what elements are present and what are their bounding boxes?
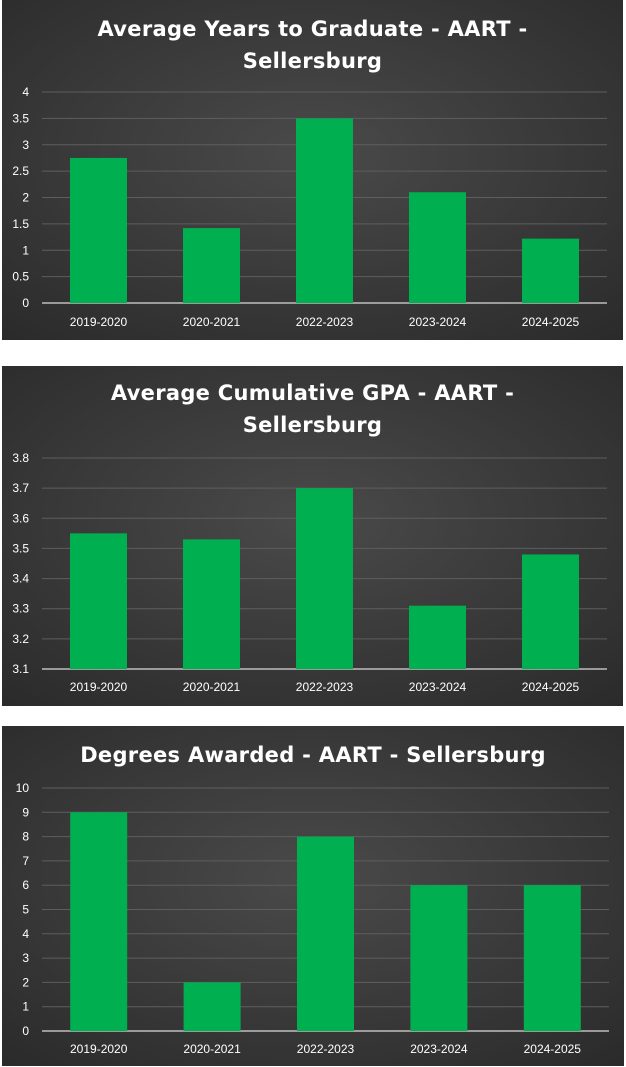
x-tick-label: 2022-2023	[296, 315, 354, 329]
x-tick-label: 2022-2023	[296, 680, 354, 694]
y-tick-label: 3.4	[12, 572, 29, 586]
bar-2019-2020	[70, 812, 128, 1031]
y-tick-label: 0.5	[12, 270, 29, 284]
bar-2022-2023	[296, 118, 353, 303]
chart-average-years-to-graduate: Average Years to Graduate - AART - Seller…	[2, 0, 623, 340]
y-tick-label: 3.2	[12, 632, 29, 646]
y-tick-label: 4	[22, 85, 29, 99]
y-tick-label: 3.5	[12, 541, 29, 555]
x-tick-label: 2023-2024	[410, 1042, 468, 1056]
x-tick-label: 2023-2024	[409, 680, 467, 694]
x-tick-label: 2024-2025	[524, 1042, 582, 1056]
bar-2022-2023	[297, 836, 354, 1031]
bar-2020-2021	[183, 539, 240, 669]
x-tick-label: 2019-2020	[70, 1042, 128, 1056]
chart-title-line: Sellersburg	[243, 49, 383, 73]
y-tick-label: 3.7	[12, 481, 29, 495]
y-tick-label: 0	[22, 296, 29, 310]
bar-2023-2024	[409, 192, 466, 303]
y-tick-label: 3	[22, 138, 29, 152]
y-tick-label: 0	[22, 1024, 29, 1038]
chart-svg-average-years: Average Years to Graduate - AART - Seller…	[2, 0, 623, 340]
y-tick-label: 3.5	[12, 111, 29, 125]
bar-2022-2023	[296, 488, 353, 669]
chart-title-line: Sellersburg	[243, 413, 383, 437]
bar-2023-2024	[410, 885, 468, 1031]
x-tick-label: 2024-2025	[522, 315, 580, 329]
y-tick-label: 2	[22, 191, 29, 205]
y-tick-label: 2.5	[12, 164, 29, 178]
chart-title-line: Average Cumulative GPA - AART -	[111, 381, 514, 405]
x-tick-label: 2022-2023	[297, 1042, 355, 1056]
x-tick-label: 2019-2020	[70, 315, 128, 329]
y-tick-label: 4	[22, 927, 29, 941]
bar-2024-2025	[523, 885, 581, 1031]
y-tick-label: 6	[22, 878, 29, 892]
chart-svg-degrees-awarded: Degrees Awarded - AART - Sellersburg 0 1 2 3…	[2, 726, 624, 1066]
chart-degrees-awarded: Degrees Awarded - AART - Sellersburg 0 1 2 3…	[2, 726, 624, 1066]
bar-2020-2021	[183, 982, 241, 1031]
bar-2019-2020	[70, 533, 127, 669]
chart-svg-average-gpa: Average Cumulative GPA - AART - Sellersbu…	[2, 366, 623, 706]
bar-2019-2020	[70, 157, 127, 303]
x-tick-label: 2023-2024	[409, 315, 467, 329]
chart-title-line: Average Years to Graduate - AART -	[97, 17, 527, 41]
bar-2024-2025	[522, 554, 579, 669]
bar-2020-2021	[183, 228, 240, 303]
y-tick-label: 3.3	[12, 602, 29, 616]
x-tick-label: 2019-2020	[70, 680, 128, 694]
y-tick-label: 10	[16, 781, 30, 795]
chart-title-line: Degrees Awarded - AART - Sellersburg	[80, 743, 546, 767]
bar-2024-2025	[522, 238, 579, 303]
x-tick-label: 2024-2025	[522, 680, 580, 694]
y-tick-label: 2	[22, 975, 29, 989]
x-tick-label: 2020-2021	[183, 680, 241, 694]
y-tick-label: 3.6	[12, 511, 29, 525]
chart-average-cumulative-gpa: Average Cumulative GPA - AART - Sellersbu…	[2, 366, 623, 706]
y-tick-label: 8	[22, 830, 29, 844]
x-tick-label: 2020-2021	[183, 1042, 241, 1056]
y-tick-label: 9	[22, 805, 29, 819]
x-tick-label: 2020-2021	[183, 315, 241, 329]
bar-2023-2024	[409, 605, 466, 669]
y-tick-label: 7	[22, 854, 29, 868]
y-tick-label: 3	[22, 951, 29, 965]
y-tick-label: 3.1	[12, 662, 29, 676]
y-tick-label: 5	[22, 903, 29, 917]
y-tick-label: 3.8	[12, 451, 29, 465]
y-tick-label: 1	[22, 243, 29, 257]
y-tick-label: 1.5	[12, 217, 29, 231]
y-tick-label: 1	[22, 1000, 29, 1014]
